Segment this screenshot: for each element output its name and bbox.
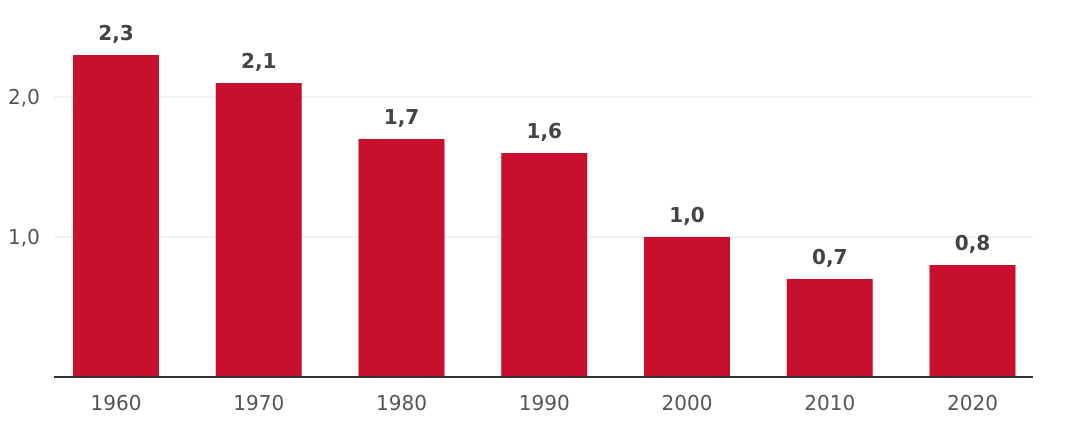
bar-value-label: 1,6 — [527, 119, 562, 143]
bar-value-label: 2,3 — [98, 21, 133, 45]
x-tick-label: 1980 — [376, 391, 427, 415]
bar — [358, 139, 445, 377]
x-tick-label: 1960 — [91, 391, 142, 415]
bar-value-label: 0,7 — [812, 245, 847, 269]
bar — [644, 237, 730, 377]
y-axis-ticks: 1,0 2,0 — [8, 85, 40, 249]
bar — [929, 265, 1016, 377]
x-tick-label: 1990 — [519, 391, 570, 415]
bar-value-label: 2,1 — [241, 49, 276, 73]
bars — [73, 55, 1016, 377]
y-tick-label: 1,0 — [8, 225, 40, 249]
bar — [215, 83, 302, 377]
x-tick-label: 2020 — [947, 391, 998, 415]
x-tick-label: 2010 — [804, 391, 855, 415]
bar-value-label: 1,0 — [669, 203, 704, 227]
x-axis-ticks: 1960 1970 1980 1990 2000 2010 2020 — [91, 391, 998, 415]
x-tick-label: 1970 — [233, 391, 284, 415]
x-tick-label: 2000 — [662, 391, 713, 415]
value-labels: 2,3 2,1 1,7 1,6 1,0 0,7 0,8 — [98, 21, 990, 269]
bar — [501, 153, 588, 377]
bar — [786, 279, 873, 377]
bar-value-label: 0,8 — [955, 231, 990, 255]
bar-value-label: 1,7 — [384, 105, 419, 129]
y-tick-label: 2,0 — [8, 85, 40, 109]
bar — [73, 55, 159, 377]
